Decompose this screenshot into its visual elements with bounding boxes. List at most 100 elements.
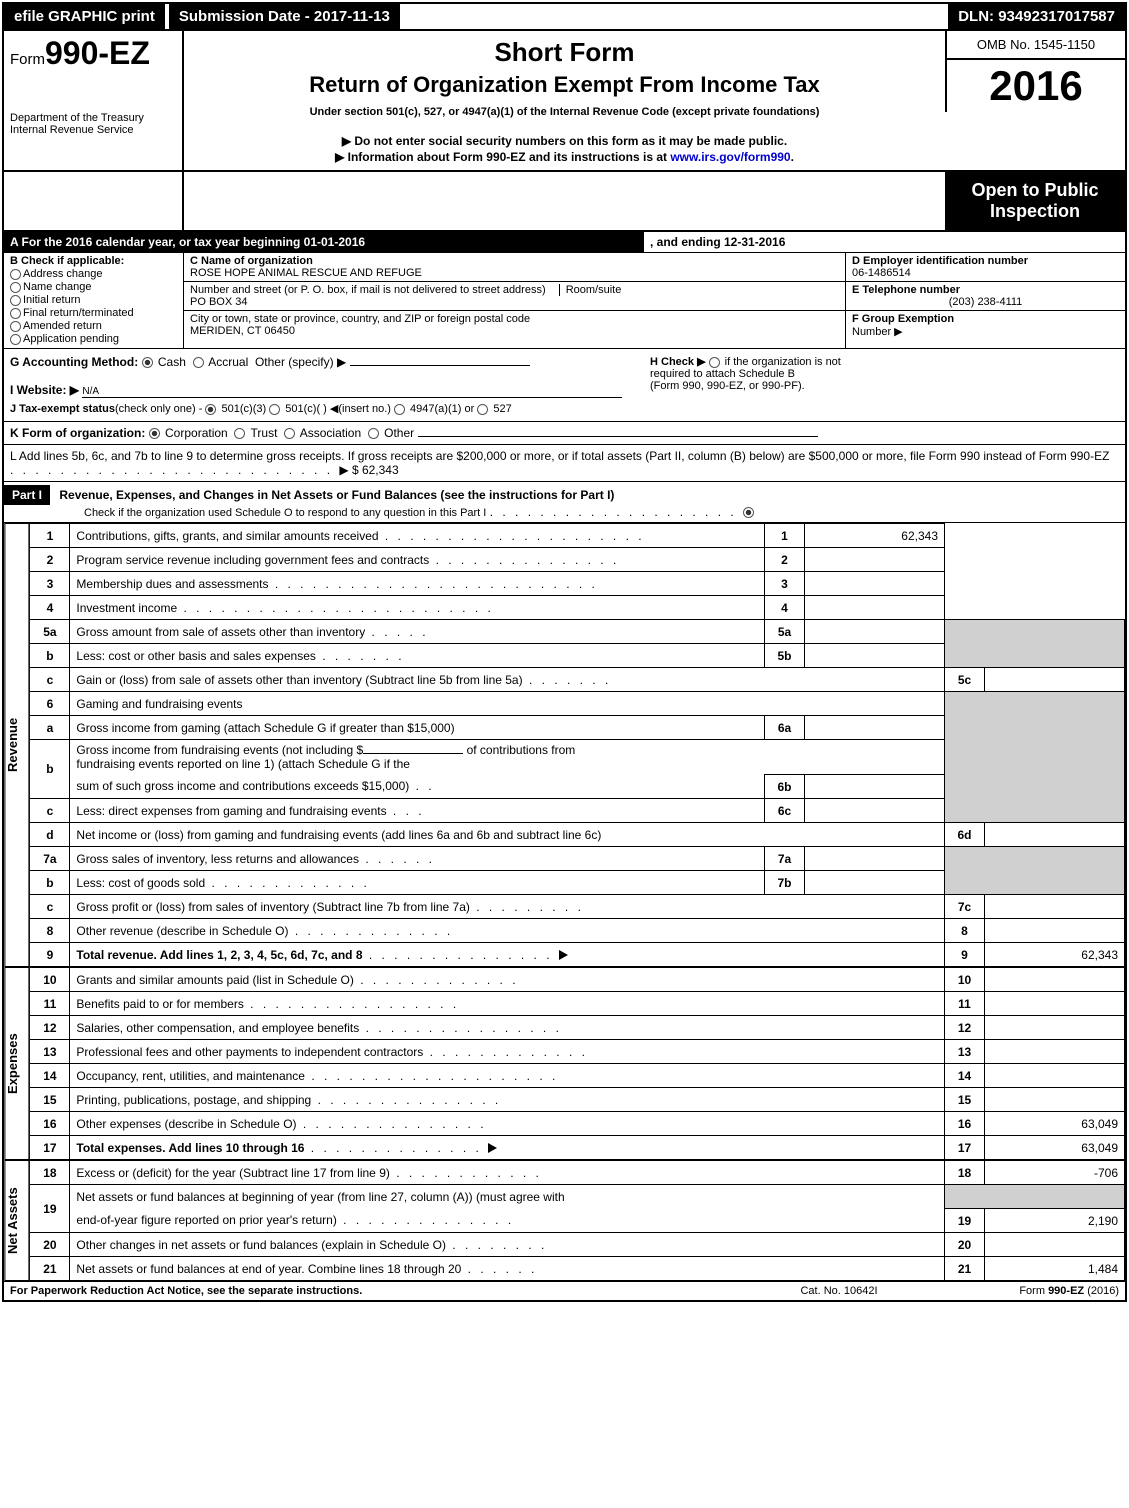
check-pending[interactable]: Application pending	[10, 333, 177, 345]
line-2: 2Program service revenue including gover…	[30, 548, 1125, 572]
check-address[interactable]: Address change	[10, 268, 177, 280]
right-info: D Employer identification number 06-1486…	[845, 253, 1125, 348]
accounting-row: G Accounting Method: Cash Accrual Other …	[4, 349, 1125, 422]
h-block: H Check ▶ if the organization is not req…	[650, 355, 1119, 415]
k-other-radio[interactable]	[368, 428, 379, 439]
line-3: 3Membership dues and assessments . . . .…	[30, 572, 1125, 596]
expenses-section: Expenses 10Grants and similar amounts pa…	[4, 967, 1125, 1160]
j-opt2: 501(c)( ) ◀(insert no.)	[285, 403, 391, 415]
j-label: J Tax-exempt status	[10, 403, 115, 415]
j-4947-radio[interactable]	[394, 404, 405, 415]
h-radio[interactable]	[709, 357, 720, 368]
cash-radio[interactable]	[142, 357, 153, 368]
line-11: 11Benefits paid to or for members . . . …	[30, 992, 1125, 1016]
l-amt: ▶ $ 62,343	[339, 463, 398, 477]
j-501c-radio[interactable]	[269, 404, 280, 415]
h-text1: if the organization is not	[725, 356, 841, 368]
l-text: L Add lines 5b, 6c, and 7b to line 9 to …	[10, 449, 1109, 463]
line-5a: 5aGross amount from sale of assets other…	[30, 620, 1125, 644]
revenue-section: Revenue 1Contributions, gifts, grants, a…	[4, 523, 1125, 967]
ein-val: 06-1486514	[852, 267, 1119, 279]
c-label: C Name of organization	[190, 255, 839, 267]
revenue-table: 1Contributions, gifts, grants, and simil…	[29, 523, 1125, 967]
irs-label: Internal Revenue Service	[10, 124, 176, 136]
acct-left: G Accounting Method: Cash Accrual Other …	[10, 355, 650, 415]
check-final[interactable]: Final return/terminated	[10, 307, 177, 319]
line-6d: dNet income or (loss) from gaming and fu…	[30, 823, 1125, 847]
k-other-input[interactable]	[418, 436, 818, 437]
room-label: Room/suite	[559, 284, 622, 296]
irs-link[interactable]: www.irs.gov/form990	[670, 150, 790, 164]
ein-row: D Employer identification number 06-1486…	[846, 253, 1125, 282]
info-text: ▶ Information about Form 990-EZ and its …	[335, 150, 670, 164]
name-col: C Name of organization ROSE HOPE ANIMAL …	[184, 253, 845, 348]
k-trust-radio[interactable]	[234, 428, 245, 439]
line-20: 20Other changes in net assets or fund ba…	[30, 1233, 1125, 1257]
submission-date: Submission Date - 2017-11-13	[169, 4, 400, 29]
accrual-radio[interactable]	[193, 357, 204, 368]
netassets-table: 18Excess or (deficit) for the year (Subt…	[29, 1160, 1125, 1281]
open-public-badge: Open to Public Inspection	[945, 172, 1125, 230]
check-col: B Check if applicable: Address change Na…	[4, 253, 184, 348]
footer-left: For Paperwork Reduction Act Notice, see …	[10, 1285, 739, 1297]
k-trust: Trust	[251, 426, 278, 440]
line-19a: 19Net assets or fund balances at beginni…	[30, 1185, 1125, 1209]
phone-row: E Telephone number (203) 238-4111	[846, 282, 1125, 311]
page-footer: For Paperwork Reduction Act Notice, see …	[4, 1281, 1125, 1300]
h-text2: required to attach Schedule B	[650, 368, 795, 380]
line-8: 8Other revenue (describe in Schedule O) …	[30, 919, 1125, 943]
period: .	[791, 150, 794, 164]
line-1: 1Contributions, gifts, grants, and simil…	[30, 524, 1125, 548]
street-val: PO BOX 34	[190, 296, 839, 308]
header-row2: Open to Public Inspection	[4, 172, 1125, 232]
under-section: Under section 501(c), 527, or 4947(a)(1)…	[194, 106, 935, 118]
line-9: 9Total revenue. Add lines 1, 2, 3, 4, 5c…	[30, 943, 1125, 967]
part1-badge: Part I	[4, 485, 50, 505]
line-16: 16Other expenses (describe in Schedule O…	[30, 1112, 1125, 1136]
other-input[interactable]	[350, 365, 530, 366]
line-12: 12Salaries, other compensation, and empl…	[30, 1016, 1125, 1040]
expenses-table: 10Grants and similar amounts paid (list …	[29, 967, 1125, 1160]
footer-catno: Cat. No. 10642I	[739, 1285, 939, 1297]
k-corp-radio[interactable]	[149, 428, 160, 439]
cash-label: Cash	[158, 355, 186, 369]
i-label: I Website: ▶	[10, 383, 79, 397]
dots: . . . . . . . . . . . . . . . . . . . .	[490, 505, 743, 519]
j-opt3: 4947(a)(1) or	[410, 403, 474, 415]
check-initial[interactable]: Initial return	[10, 294, 177, 306]
h-text3: (Form 990, 990-EZ, or 990-PF).	[650, 380, 805, 392]
phone-val: (203) 238-4111	[852, 296, 1119, 308]
header-block: Form990-EZ Department of the Treasury In…	[4, 29, 1125, 172]
group-row: F Group Exemption Number ▶	[846, 311, 1125, 340]
check-name[interactable]: Name change	[10, 281, 177, 293]
spacer	[4, 172, 184, 230]
part1-check: Check if the organization used Schedule …	[4, 507, 486, 519]
part1-title: Revenue, Expenses, and Changes in Net As…	[53, 485, 620, 505]
return-title: Return of Organization Exempt From Incom…	[194, 72, 935, 98]
k-other: Other	[384, 426, 414, 440]
open-public-1: Open to Public	[949, 180, 1121, 201]
org-block: B Check if applicable: Address change Na…	[4, 253, 1125, 349]
revenue-label: Revenue	[4, 523, 29, 967]
city-row: City or town, state or province, country…	[184, 311, 845, 339]
info-line: ▶ Information about Form 990-EZ and its …	[194, 150, 935, 164]
k-row: K Form of organization: Corporation Trus…	[4, 422, 1125, 445]
part1-check-radio[interactable]	[743, 507, 754, 518]
line-6: 6Gaming and fundraising events	[30, 692, 1125, 716]
check-amended[interactable]: Amended return	[10, 320, 177, 332]
line-13: 13Professional fees and other payments t…	[30, 1040, 1125, 1064]
k-corp: Corporation	[165, 426, 228, 440]
j-527-radio[interactable]	[477, 404, 488, 415]
f-label2: Number ▶	[852, 326, 903, 338]
k-assoc-radio[interactable]	[284, 428, 295, 439]
line-4: 4Investment income . . . . . . . . . . .…	[30, 596, 1125, 620]
j-501c3-radio[interactable]	[205, 404, 216, 415]
efile-button[interactable]: efile GRAPHIC print	[4, 4, 165, 29]
line-14: 14Occupancy, rent, utilities, and mainte…	[30, 1064, 1125, 1088]
k-assoc: Association	[300, 426, 361, 440]
street-label: Number and street (or P. O. box, if mail…	[190, 284, 546, 296]
line-18: 18Excess or (deficit) for the year (Subt…	[30, 1161, 1125, 1185]
j-sub: (check only one) -	[115, 403, 202, 415]
line-21: 21Net assets or fund balances at end of …	[30, 1257, 1125, 1281]
city-val: MERIDEN, CT 06450	[190, 325, 839, 337]
